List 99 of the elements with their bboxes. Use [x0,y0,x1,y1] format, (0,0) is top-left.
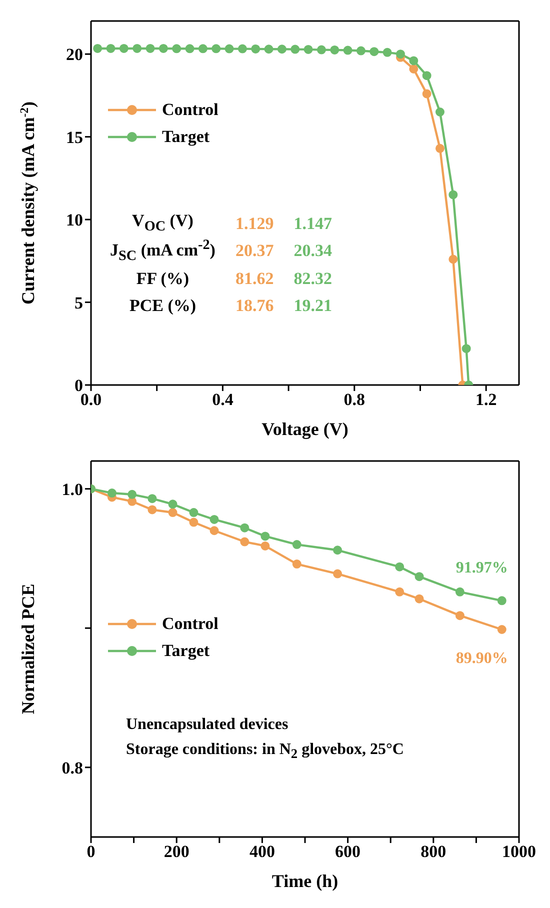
point [395,562,404,572]
point [448,190,458,200]
point [370,47,379,56]
y-tick-label: 0 [74,376,83,396]
point [409,64,418,74]
annotation: V$_{OC}$ (V) [131,210,194,237]
point [422,89,432,98]
annotation: 20.37 [234,240,275,262]
point [146,44,155,53]
annotation: 91.97% [456,560,508,577]
point [497,625,506,634]
x-tick-label: 0 [86,842,96,862]
point [240,523,250,532]
point [277,44,286,54]
point [382,48,392,57]
y-tick-label: 1.0 [62,480,83,499]
annotation: 1.129 [234,212,275,234]
x-tick-label: 400 [249,842,275,862]
annotation: J$_{SC}$ (mA cm$^{-2}$) [109,237,216,266]
point [185,44,194,54]
legend-label: Control [162,100,218,120]
point [290,44,300,54]
x-tick-label: 0.0 [80,390,102,410]
point [414,572,424,582]
point [455,587,464,596]
y-tick-label: 5 [74,293,83,312]
point [330,45,340,54]
y-axis-title: Normalized PCE [18,584,38,714]
point [168,500,178,509]
point [240,537,250,546]
annotation: 19.21 [292,294,333,317]
x-axis-title: Time (h) [272,871,338,891]
x-axis-title: Voltage (V) [262,419,348,439]
legend-label: Control [162,614,218,634]
point [343,46,352,55]
annotation: 81.62 [234,268,275,290]
point [292,540,302,550]
annotation: 1.147 [292,212,333,234]
point [462,344,471,354]
point [316,45,326,54]
point [292,560,302,569]
y-tick-label: 10 [66,210,83,230]
x-tick-label: 0.4 [212,390,234,410]
point [333,546,342,555]
point [189,518,198,527]
point [497,596,506,606]
point [260,532,270,541]
point [119,44,128,53]
point [409,56,418,66]
point [172,44,182,54]
point [224,44,234,54]
point [148,494,157,504]
point [148,505,157,514]
x-tick-label: 200 [164,842,190,862]
point [128,490,137,499]
point [212,44,221,54]
x-tick-label: 0.8 [344,390,366,410]
legend-label: Target [162,640,210,660]
annotation: FF (%) [135,268,190,290]
point [198,44,208,54]
point [333,569,342,578]
x-tick-label: 800 [420,842,446,862]
annotation: 20.34 [292,240,333,262]
point [435,108,444,116]
point [132,44,142,53]
point [395,587,404,596]
point [304,44,313,54]
annotation: 82.32 [292,268,333,290]
point [448,254,458,264]
annotation: 89.90% [456,650,508,667]
point [189,508,198,518]
point [210,526,219,536]
point [264,44,274,54]
x-tick-label: 1000 [502,842,536,862]
y-tick-label: 20 [66,45,83,64]
point [238,44,247,54]
x-tick-label: 1.2 [475,390,497,410]
point [168,508,178,518]
y-tick-label: 0.8 [62,758,83,778]
annotation: Storage conditions: in N$_{2}$ glovebox, 25°C [126,741,404,764]
legend-label: Target [162,126,210,146]
point [260,541,270,550]
point [356,46,366,56]
annotation: PCE (%) [128,294,198,317]
annotation: 18.76 [234,294,275,317]
y-tick-label: 15 [66,128,83,147]
point [107,488,116,498]
x-tick-label: 600 [335,842,361,862]
point [414,594,424,604]
point [435,144,444,153]
point [422,71,432,80]
point [455,611,464,620]
point [106,44,116,53]
annotation: Unencapsulated devices [126,716,290,735]
point [210,514,219,524]
point [93,44,102,53]
point [396,50,405,59]
point [251,44,260,54]
point [158,44,168,53]
